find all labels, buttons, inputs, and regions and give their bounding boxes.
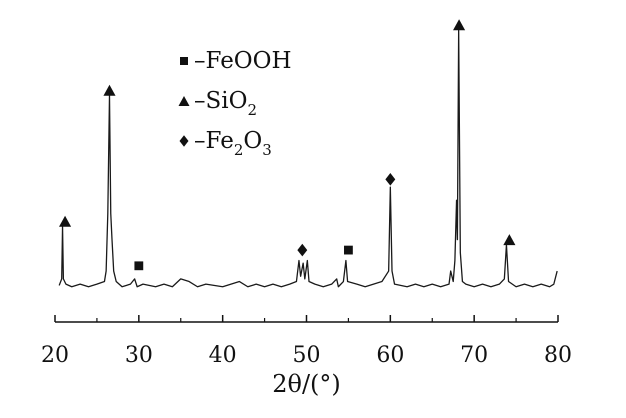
diamond-marker [385,173,396,186]
triangle-marker [453,19,466,31]
x-axis-title: 2θ/(°) [272,370,341,398]
legend-label: –Fe2O3 [194,128,272,159]
x-tick-label: 50 [293,343,321,368]
peak-markers [59,19,516,271]
x-tick-label: 60 [376,343,404,368]
triangle-marker [503,234,516,246]
x-tick-label: 70 [460,343,488,368]
legend: –FeOOH –SiO2 –Fe2O3 [178,48,292,159]
x-tick-label: 20 [41,343,69,368]
x-tick-label: 80 [544,343,572,368]
xrd-pattern-line [58,29,558,288]
plot-area [58,29,558,288]
legend-square-icon [180,57,188,65]
legend-label: –FeOOH [194,48,292,74]
diamond-marker [297,243,308,257]
x-tick-label: 40 [209,343,237,368]
legend-diamond-icon [179,135,189,147]
x-axis: 20 30 40 50 60 70 80 [41,315,572,368]
x-tick-label: 30 [125,343,153,368]
square-marker [344,245,353,255]
square-marker [134,261,144,271]
legend-triangle-icon [178,96,190,106]
triangle-marker [59,215,72,227]
triangle-marker [103,84,116,96]
legend-label: –SiO2 [194,88,257,119]
